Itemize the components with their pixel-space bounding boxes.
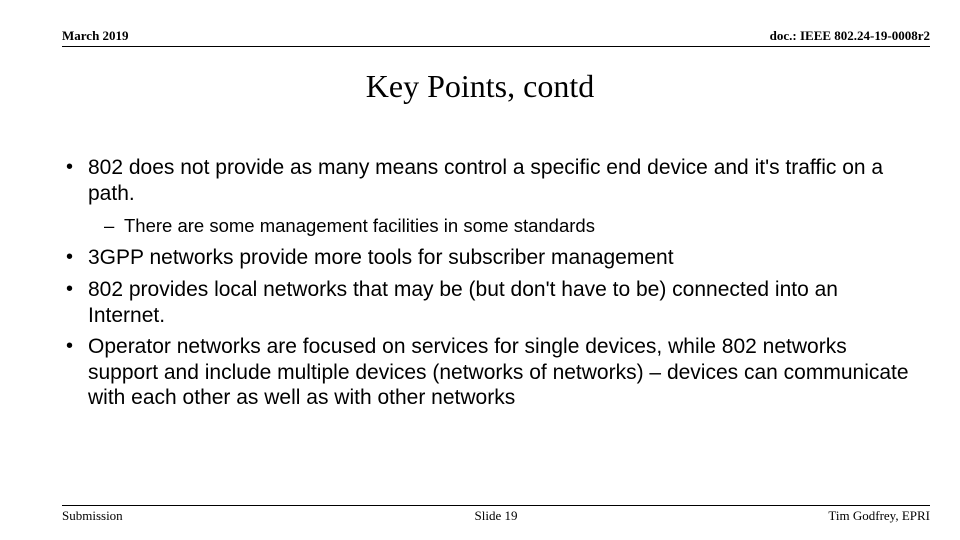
- slide-title: Key Points, contd: [0, 68, 960, 105]
- bullet-item: 802 provides local networks that may be …: [62, 277, 920, 328]
- slide-content: 802 does not provide as many means contr…: [62, 155, 920, 417]
- header-date: March 2019: [62, 28, 129, 44]
- footer-left: Submission: [62, 508, 123, 524]
- footer-slide-number: Slide 19: [475, 508, 518, 524]
- footer-author: Tim Godfrey, EPRI: [828, 508, 930, 524]
- header-doc-id: doc.: IEEE 802.24-19-0008r2: [770, 28, 930, 44]
- bullet-text: 802 provides local networks that may be …: [88, 278, 838, 327]
- bullet-item: 3GPP networks provide more tools for sub…: [62, 245, 920, 271]
- bullet-item: Operator networks are focused on service…: [62, 334, 920, 411]
- bullet-item: 802 does not provide as many means contr…: [62, 155, 920, 206]
- bullet-text: 3GPP networks provide more tools for sub…: [88, 246, 674, 269]
- bullet-text: Operator networks are focused on service…: [88, 335, 909, 409]
- bullet-text: 802 does not provide as many means contr…: [88, 156, 883, 205]
- slide-footer: Submission Slide 19 Tim Godfrey, EPRI: [62, 505, 930, 524]
- bullet-sub-item: There are some management facilities in …: [62, 214, 920, 237]
- bullet-text: There are some management facilities in …: [124, 215, 595, 236]
- slide-header: March 2019 doc.: IEEE 802.24-19-0008r2: [62, 28, 930, 47]
